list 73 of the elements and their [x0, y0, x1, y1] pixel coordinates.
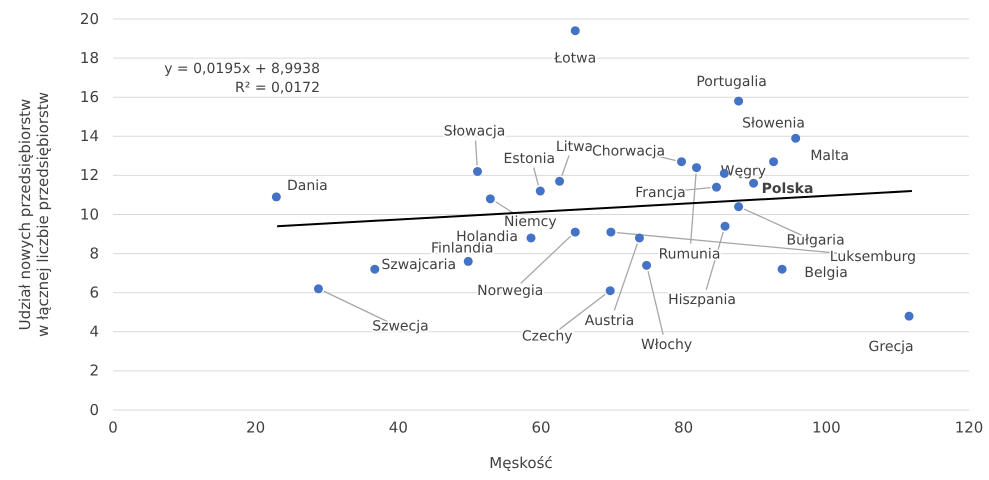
- point: [606, 286, 615, 296]
- annotation: Polska: [762, 181, 814, 198]
- annotation: Belgia: [804, 265, 848, 282]
- y-tick-label: 8: [89, 244, 99, 262]
- point: [749, 178, 758, 188]
- point: [486, 194, 495, 204]
- annotation: Austria: [584, 312, 634, 329]
- point: [734, 96, 744, 106]
- annotation: Luksemburg: [830, 248, 916, 265]
- point: [473, 166, 482, 176]
- x-tick-label: 20: [246, 418, 266, 437]
- x-tick-label: 80: [674, 418, 694, 437]
- annotation: Malta: [810, 148, 849, 164]
- y-axis-title: Udział nowych przedsiębiorstw w łącznej liczbie przedsiębiorstw: [16, 92, 52, 337]
- point: [642, 260, 652, 270]
- point: [720, 222, 730, 231]
- annotation: Niemcy: [504, 214, 557, 230]
- y-tick-label: 6: [89, 284, 99, 302]
- point: [677, 157, 686, 166]
- point: [464, 256, 473, 266]
- annotation: Finlandia: [430, 240, 494, 256]
- annotation: Dania: [287, 178, 328, 194]
- annotation: Szwajcaria: [381, 257, 456, 274]
- annotation: Słowacja: [444, 123, 506, 140]
- point: [778, 264, 787, 274]
- point: [314, 284, 323, 294]
- annotation: Litwa: [556, 139, 594, 156]
- point: [570, 228, 580, 237]
- x-tick-label: 0: [108, 418, 118, 437]
- x-tick-label: 120: [954, 418, 984, 437]
- annotation: Chorwacja: [592, 144, 666, 160]
- annotation: Rumunia: [658, 246, 720, 262]
- annotation: Czechy: [522, 328, 572, 345]
- x-tick-label: 40: [388, 418, 408, 437]
- annotation: Norwegia: [477, 282, 544, 299]
- point: [769, 157, 778, 166]
- annotation: Grecja: [868, 339, 914, 356]
- annotation: y = 0,0195x + 8,9938: [164, 61, 320, 77]
- annotation: Szwecja: [372, 318, 429, 335]
- point: [526, 233, 536, 242]
- annotation: Bułgaria: [786, 232, 845, 249]
- x-tick-label: 60: [531, 418, 551, 437]
- y-tick-label: 12: [80, 166, 99, 184]
- y-tick-label: 0: [89, 400, 99, 419]
- point: [734, 202, 744, 212]
- y-tick-label: 14: [80, 127, 99, 146]
- point: [712, 182, 721, 192]
- x-axis-title: Męskość: [489, 454, 553, 472]
- y-tick-label: 16: [80, 88, 99, 106]
- y-tick-label: 4: [89, 322, 99, 341]
- y-tick-label: 18: [80, 48, 99, 67]
- annotation: Słowenia: [742, 116, 805, 132]
- point: [272, 192, 281, 202]
- annotation: R² = 0,0172: [235, 80, 320, 96]
- y-tick-label: 20: [80, 10, 99, 28]
- annotation: Portugalia: [696, 74, 767, 90]
- point: [536, 186, 545, 196]
- point: [904, 312, 914, 321]
- point: [370, 264, 380, 274]
- point: [570, 26, 580, 36]
- point: [791, 134, 800, 143]
- y-tick-label: 10: [80, 205, 99, 224]
- annotation: Francja: [635, 185, 686, 202]
- point: [634, 233, 644, 242]
- point: [555, 176, 564, 186]
- annotation: Hiszpania: [668, 292, 736, 308]
- point: [692, 163, 702, 172]
- point: [606, 228, 616, 237]
- annotation: Estonia: [504, 150, 556, 167]
- x-tick-label: 100: [812, 418, 841, 437]
- y-tick-label: 2: [89, 362, 99, 380]
- annotation: Łotwa: [553, 50, 596, 67]
- annotation: Włochy: [640, 337, 692, 354]
